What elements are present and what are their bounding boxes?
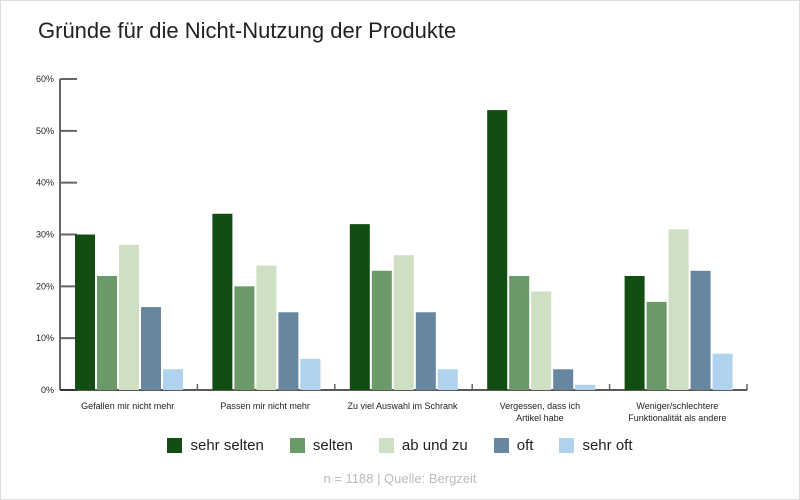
bar-selten (234, 286, 255, 390)
legend-swatch (378, 438, 394, 453)
legend: sehr selten selten ab und zu oft sehr oft (0, 437, 800, 454)
y-tick-label: 0% (41, 385, 54, 395)
bar-oft (141, 307, 161, 390)
bar-selten (371, 270, 392, 390)
x-tick-label: Funktionalität als andere (628, 413, 726, 423)
bar-ab-und-zu (668, 229, 689, 390)
x-tick-label: Artikel habe (516, 413, 564, 423)
bar-sehr-oft (163, 369, 183, 390)
legend-swatch (289, 438, 305, 453)
y-tick-label: 30% (36, 230, 54, 240)
bar-sehr-selten (487, 110, 508, 390)
legend-swatch (559, 438, 575, 453)
legend-swatch (167, 438, 183, 453)
legend-swatch (493, 438, 509, 453)
bar-selten (509, 275, 530, 390)
bar-sehr-selten (624, 275, 645, 390)
bar-ab-und-zu (119, 244, 139, 390)
bar-sehr-oft (300, 358, 321, 390)
bar-ab-und-zu (393, 255, 414, 390)
bar-sehr-selten (75, 234, 95, 390)
x-tick-label: Zu viel Auswahl im Schrank (347, 401, 458, 411)
y-tick-label: 50% (36, 126, 54, 136)
legend-label: sehr oft (582, 437, 633, 454)
bar-sehr-oft (437, 369, 458, 390)
bar-oft (278, 312, 299, 390)
y-tick-label: 60% (36, 74, 54, 84)
bar-sehr-selten (212, 213, 233, 390)
bar-oft (553, 369, 574, 390)
bar-sehr-oft (712, 353, 733, 390)
source-note: n = 1188 | Quelle: Bergzeit (323, 471, 477, 486)
legend-item: sehr oft (559, 437, 633, 454)
bar-ab-und-zu (256, 265, 277, 390)
legend-item: oft (493, 437, 534, 454)
bar-oft (690, 270, 711, 390)
bar-selten (97, 275, 117, 390)
legend-item: sehr selten (167, 437, 264, 454)
legend-item: ab und zu (378, 437, 468, 454)
x-tick-label: Passen mir nicht mehr (220, 401, 310, 411)
legend-item: selten (289, 437, 353, 454)
y-tick-label: 10% (36, 333, 54, 343)
bar-sehr-oft (575, 384, 596, 390)
bar-sehr-selten (349, 224, 370, 390)
legend-label: sehr selten (190, 437, 264, 454)
x-tick-label: Vergessen, dass ich (500, 401, 581, 411)
legend-label: selten (312, 437, 353, 454)
legend-label: oft (516, 437, 534, 454)
chart-title: Gründe für die Nicht-Nutzung der Produkt… (38, 18, 457, 43)
legend-label: ab und zu (401, 437, 468, 454)
x-tick-label: Gefallen mir nicht mehr (81, 401, 174, 411)
x-tick-label: Weniger/schlechtere (636, 401, 718, 411)
bar-ab-und-zu (531, 291, 552, 390)
bar-oft (415, 312, 436, 390)
y-tick-label: 40% (36, 178, 54, 188)
bar-selten (646, 301, 667, 390)
y-tick-label: 20% (36, 281, 54, 291)
